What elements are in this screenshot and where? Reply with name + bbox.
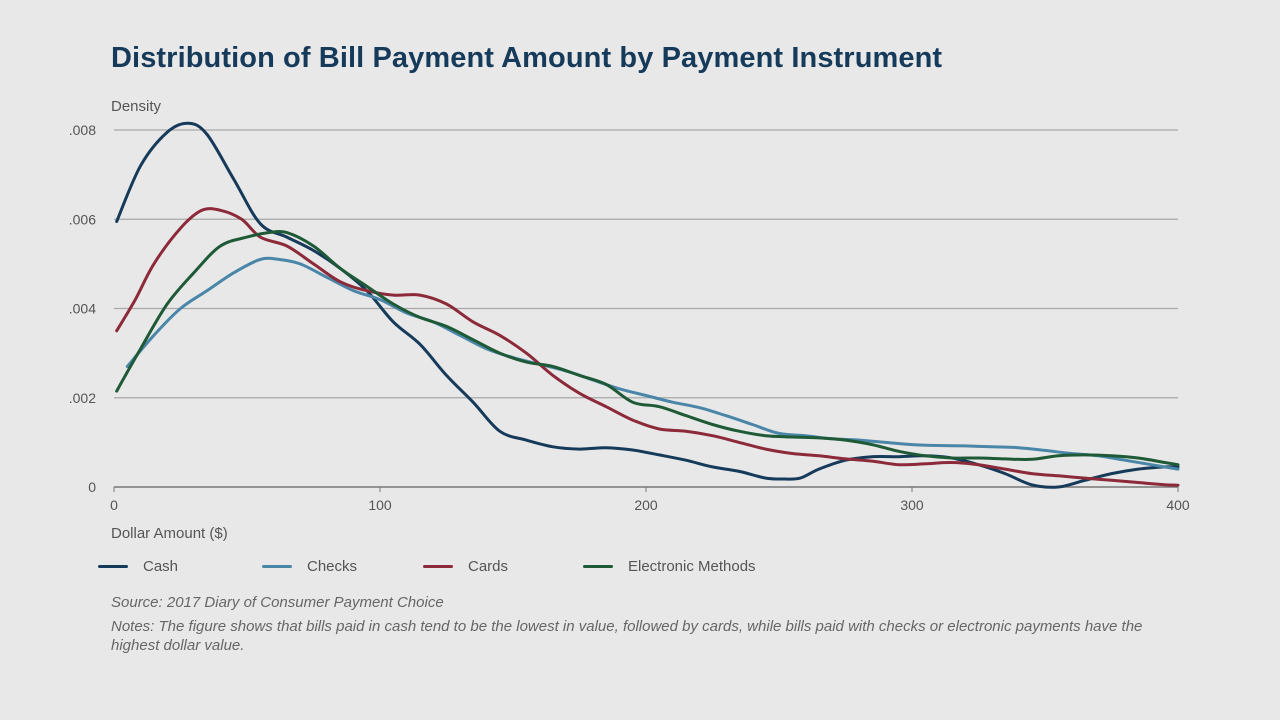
legend-swatch: [262, 565, 292, 568]
legend-item-electronic-methods: Electronic Methods: [583, 558, 756, 575]
x-tick-label: 100: [368, 497, 392, 513]
legend-label: Checks: [307, 558, 358, 575]
series-line-checks: [125, 256, 1180, 471]
legend-label: Cash: [143, 558, 179, 575]
x-tick-label: 0: [110, 497, 118, 513]
source-text: Source: 2017 Diary of Consumer Payment C…: [111, 594, 444, 611]
series-line-electronic-methods: [115, 229, 1180, 467]
chart-legend: Cash Checks Cards Electronic Methods: [0, 558, 1280, 580]
chart-title: Distribution of Bill Payment Amount by P…: [111, 42, 943, 74]
legend-swatch: [423, 565, 453, 568]
x-tick-label: 300: [900, 497, 924, 513]
y-tick-label: .002: [69, 390, 96, 406]
y-tick-label: .004: [69, 301, 96, 317]
legend-label: Electronic Methods: [628, 558, 756, 575]
y-axis-label: Density: [111, 98, 162, 115]
legend-item-checks: Checks: [262, 558, 357, 575]
legend-swatch: [583, 565, 613, 568]
y-tick-label: .008: [69, 122, 96, 138]
series-line-cash: [115, 121, 1180, 489]
legend-item-cash: Cash: [98, 558, 178, 575]
legend-swatch: [98, 565, 128, 568]
legend-item-cards: Cards: [423, 558, 508, 575]
legend-label: Cards: [468, 558, 509, 575]
x-tick-label: 400: [1166, 497, 1190, 513]
notes-text: Notes: The figure shows that bills paid …: [111, 618, 1143, 654]
y-tick-label: 0: [88, 479, 96, 495]
x-tick-label: 200: [634, 497, 658, 513]
x-axis-label: Dollar Amount ($): [111, 525, 228, 542]
series-line-cards: [115, 207, 1180, 487]
y-tick-label: .006: [69, 211, 96, 227]
